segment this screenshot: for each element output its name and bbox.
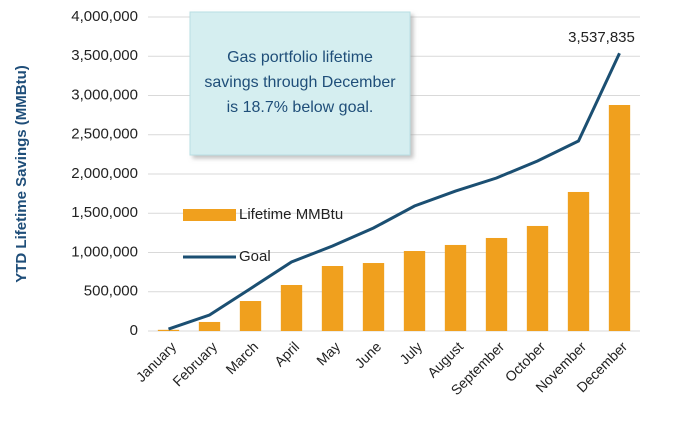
bar <box>403 251 426 331</box>
legend-label: Goal <box>239 248 271 265</box>
annotation-text: is 18.7% below goal. <box>227 99 374 116</box>
bar <box>362 263 385 331</box>
bar <box>157 329 180 331</box>
y-tick-label: 1,000,000 <box>71 243 138 260</box>
bar <box>321 266 344 331</box>
annotation-text: savings through December <box>204 74 396 91</box>
bar <box>198 321 221 331</box>
x-tick-label: April <box>271 338 302 369</box>
y-tick-label: 2,500,000 <box>71 126 138 143</box>
legend-swatch <box>183 209 236 221</box>
bar <box>280 284 303 331</box>
bar <box>567 191 590 331</box>
bar <box>608 104 631 331</box>
x-tick-label: July <box>396 338 425 367</box>
legend-label: Lifetime MMBtu <box>239 206 343 223</box>
data-label: 3,537,835 <box>568 29 635 46</box>
y-tick-label: 3,000,000 <box>71 86 138 103</box>
y-tick-label: 2,000,000 <box>71 165 138 182</box>
y-tick-label: 0 <box>130 322 138 339</box>
x-tick-label: May <box>313 338 343 368</box>
y-tick-label: 4,000,000 <box>71 8 138 25</box>
x-tick-label: February <box>169 338 220 389</box>
bar <box>526 225 549 331</box>
y-axis-title: YTD Lifetime Savings (MMBtu) <box>13 65 30 283</box>
goal-line <box>168 52 621 331</box>
y-tick-label: 500,000 <box>84 283 138 300</box>
x-tick-label: June <box>351 338 384 371</box>
y-tick-label: 3,500,000 <box>71 47 138 64</box>
annotation-box <box>189 11 411 156</box>
bar <box>444 244 467 331</box>
bar <box>239 301 262 331</box>
bar <box>485 237 508 331</box>
annotation-text: Gas portfolio lifetime <box>227 49 373 66</box>
x-tick-label: March <box>222 338 261 377</box>
y-tick-label: 1,500,000 <box>71 204 138 221</box>
